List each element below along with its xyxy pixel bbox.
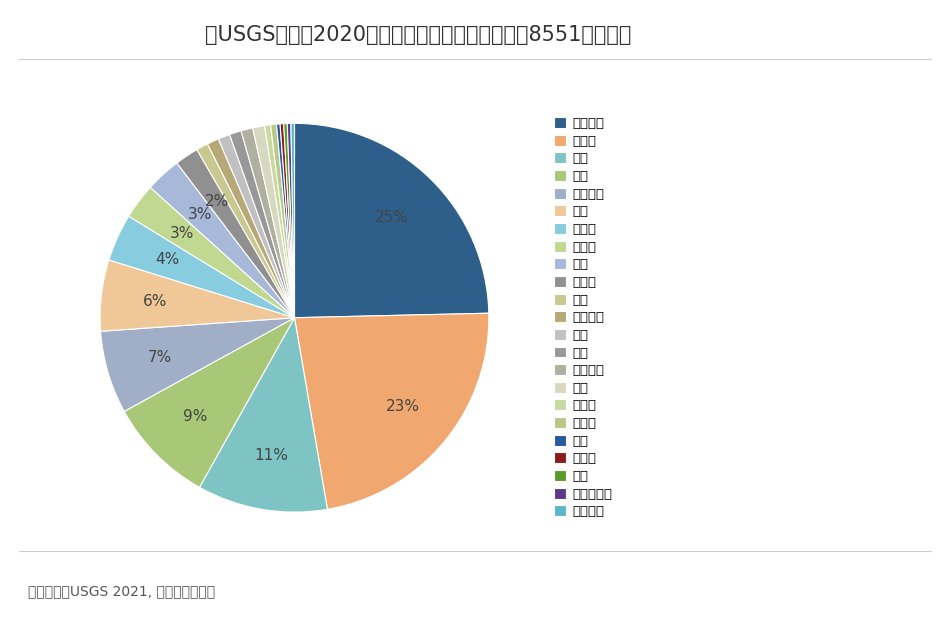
Wedge shape	[197, 144, 294, 318]
Text: 4%: 4%	[155, 252, 180, 267]
Text: 9%: 9%	[183, 409, 207, 424]
Text: 23%: 23%	[386, 399, 420, 414]
Wedge shape	[177, 150, 294, 318]
Wedge shape	[271, 124, 294, 318]
Text: 25%: 25%	[375, 210, 409, 225]
Wedge shape	[109, 216, 294, 318]
Wedge shape	[280, 123, 294, 318]
Text: 11%: 11%	[254, 448, 288, 463]
Wedge shape	[284, 123, 294, 318]
Wedge shape	[218, 135, 294, 318]
Text: 据USGS数据，2020年全球已探明的锂资源量达到8551万金属吨: 据USGS数据，2020年全球已探明的锂资源量达到8551万金属吨	[205, 25, 631, 45]
Wedge shape	[287, 123, 294, 318]
Text: 6%: 6%	[143, 294, 168, 309]
Text: 3%: 3%	[188, 207, 212, 222]
Wedge shape	[253, 126, 294, 318]
Text: 2%: 2%	[205, 194, 229, 209]
Wedge shape	[241, 128, 294, 318]
Wedge shape	[124, 318, 294, 487]
Wedge shape	[276, 124, 294, 318]
Wedge shape	[200, 318, 328, 512]
Wedge shape	[230, 131, 294, 318]
Text: 3%: 3%	[170, 226, 195, 241]
Text: 7%: 7%	[148, 350, 172, 364]
Wedge shape	[291, 123, 294, 318]
Wedge shape	[294, 313, 489, 509]
Wedge shape	[207, 139, 294, 318]
Text: 资料来源：USGS 2021, 五矿证券研究所: 资料来源：USGS 2021, 五矿证券研究所	[28, 584, 216, 598]
Wedge shape	[264, 125, 294, 318]
Wedge shape	[100, 260, 294, 331]
Wedge shape	[150, 163, 294, 318]
Wedge shape	[101, 318, 294, 411]
Wedge shape	[294, 123, 489, 318]
Legend: 玻利维亚, 阿根廷, 智利, 美国, 澳大利亚, 中国, 刚果金, 加拿大, 德国, 墨西哥, 捷克, 塞尔维亚, 秘鲁, 马里, 津巴布韦, 巴西, 西班牙,: 玻利维亚, 阿根廷, 智利, 美国, 澳大利亚, 中国, 刚果金, 加拿大, 德…	[554, 117, 612, 518]
Wedge shape	[129, 188, 294, 318]
